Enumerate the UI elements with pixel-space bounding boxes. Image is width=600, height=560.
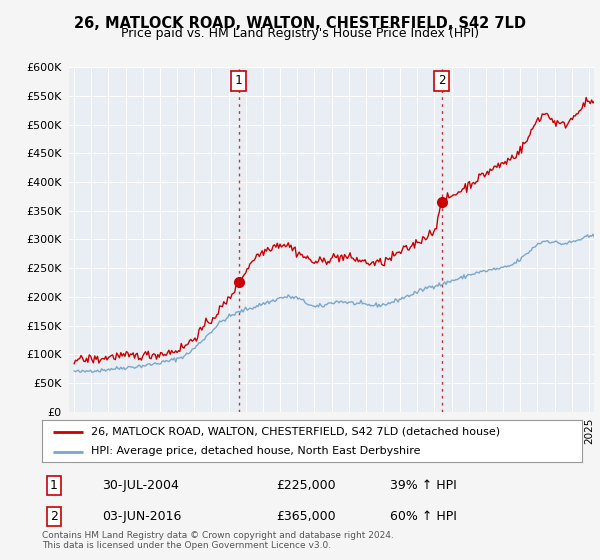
Text: 1: 1	[235, 74, 242, 87]
Text: 1: 1	[50, 479, 58, 492]
Text: 2: 2	[50, 510, 58, 523]
Text: 26, MATLOCK ROAD, WALTON, CHESTERFIELD, S42 7LD: 26, MATLOCK ROAD, WALTON, CHESTERFIELD, …	[74, 16, 526, 31]
Text: 03-JUN-2016: 03-JUN-2016	[102, 510, 181, 523]
Text: 30-JUL-2004: 30-JUL-2004	[102, 479, 179, 492]
Text: 26, MATLOCK ROAD, WALTON, CHESTERFIELD, S42 7LD (detached house): 26, MATLOCK ROAD, WALTON, CHESTERFIELD, …	[91, 427, 500, 437]
Text: 2: 2	[438, 74, 445, 87]
Text: 39% ↑ HPI: 39% ↑ HPI	[390, 479, 457, 492]
Text: £225,000: £225,000	[276, 479, 335, 492]
Text: Contains HM Land Registry data © Crown copyright and database right 2024.
This d: Contains HM Land Registry data © Crown c…	[42, 530, 394, 550]
Text: 60% ↑ HPI: 60% ↑ HPI	[390, 510, 457, 523]
Text: HPI: Average price, detached house, North East Derbyshire: HPI: Average price, detached house, Nort…	[91, 446, 420, 456]
Text: £365,000: £365,000	[276, 510, 335, 523]
Text: Price paid vs. HM Land Registry's House Price Index (HPI): Price paid vs. HM Land Registry's House …	[121, 27, 479, 40]
